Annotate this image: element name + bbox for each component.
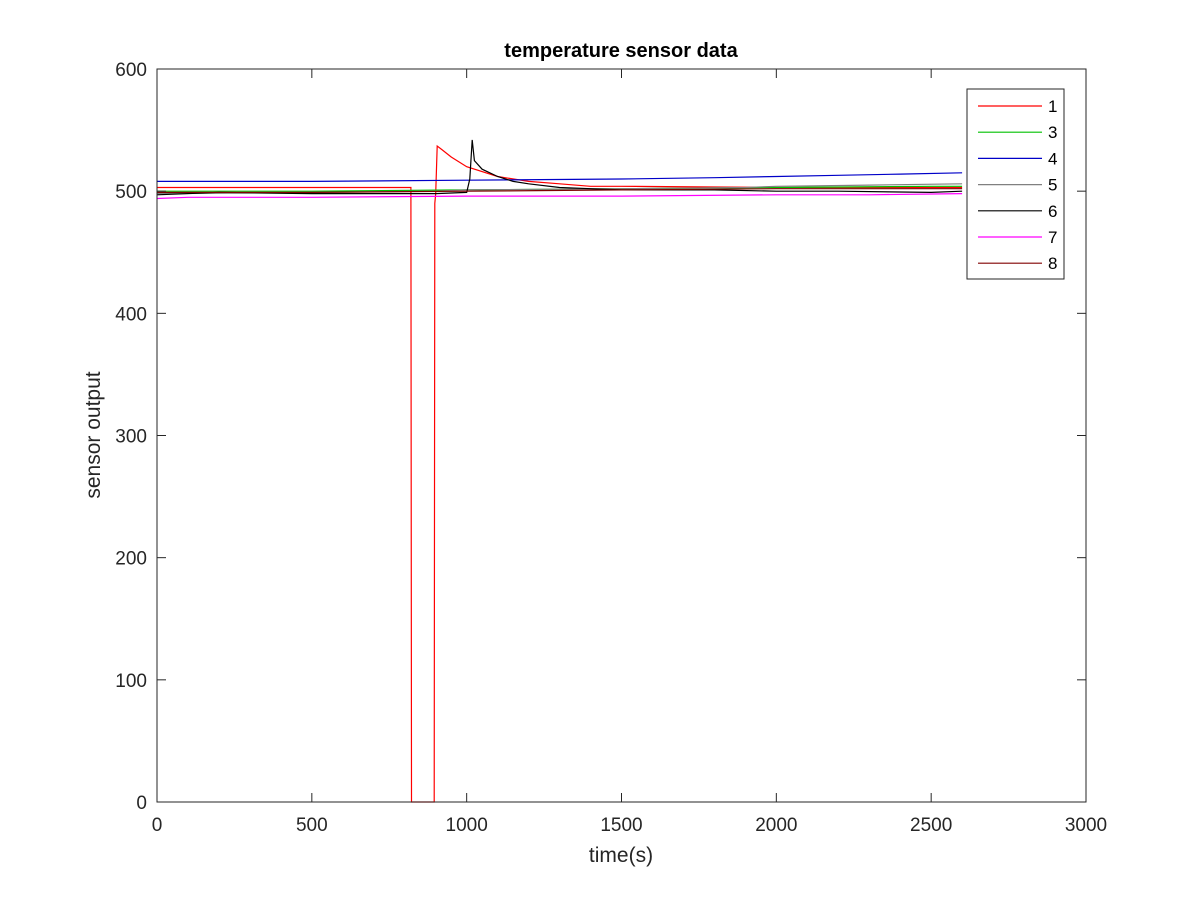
- legend: 1 3 4 5 6 7 8: [966, 88, 1065, 280]
- legend-label-4: 4: [1048, 149, 1057, 168]
- y-tick-label: 600: [115, 60, 147, 81]
- legend-label-1: 1: [1048, 97, 1057, 116]
- series-line-8: [157, 188, 963, 193]
- legend-items: 1 3 4 5 6 7 8: [978, 97, 1057, 273]
- y-tick-label: 300: [115, 427, 147, 448]
- y-tick-label: 100: [115, 671, 147, 692]
- y-tick-label: 0: [136, 793, 147, 814]
- ticks-group: 0 500 1000 1500 2000 2500 3000 0 100 200 300 400 500…: [115, 60, 1107, 836]
- legend-label-6: 6: [1048, 202, 1057, 221]
- legend-label-3: 3: [1048, 123, 1057, 142]
- series-line-7: [156, 193, 963, 200]
- legend-label-7: 7: [1048, 228, 1057, 247]
- y-tick-label: 400: [115, 304, 147, 325]
- y-axis-label: sensor output: [82, 371, 105, 498]
- x-axis-label: time(s): [589, 844, 653, 867]
- x-tick-label: 2000: [755, 815, 797, 836]
- y-tick-label: 500: [115, 182, 147, 203]
- y-tick-label: 200: [115, 549, 147, 570]
- series-line-6: [156, 139, 963, 196]
- x-tick-label: 3000: [1065, 815, 1107, 836]
- x-tick-label: 500: [296, 815, 328, 836]
- x-tick-label: 1000: [446, 815, 488, 836]
- chart-title: temperature sensor data: [504, 40, 738, 62]
- legend-label-5: 5: [1048, 176, 1057, 195]
- series-line-4: [157, 172, 963, 182]
- x-tick-label: 1500: [600, 815, 642, 836]
- x-tick-label: 0: [152, 815, 163, 836]
- x-tick-label: 2500: [910, 815, 952, 836]
- legend-label-8: 8: [1048, 254, 1057, 273]
